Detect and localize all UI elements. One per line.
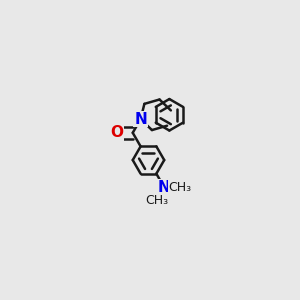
Text: CH₃: CH₃ (168, 181, 191, 194)
Text: O: O (110, 125, 124, 140)
Text: N: N (158, 180, 171, 195)
Text: CH₃: CH₃ (145, 194, 168, 208)
Text: N: N (134, 112, 147, 127)
